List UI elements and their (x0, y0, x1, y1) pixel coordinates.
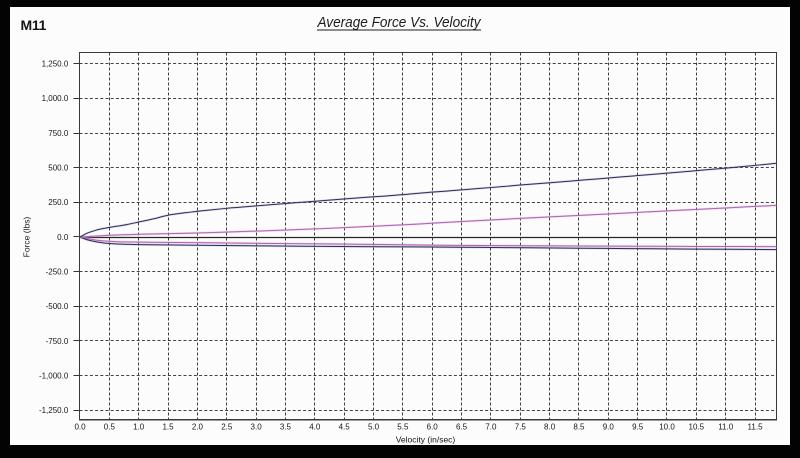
svg-text:9.5: 9.5 (632, 423, 644, 432)
svg-text:11.5: 11.5 (748, 423, 764, 432)
svg-text:0.0: 0.0 (74, 423, 86, 432)
svg-text:6.5: 6.5 (456, 423, 468, 432)
svg-text:4.5: 4.5 (339, 423, 351, 432)
svg-text:Force (lbs): Force (lbs) (22, 217, 32, 258)
svg-text:1,250.0: 1,250.0 (42, 60, 69, 69)
svg-text:250.0: 250.0 (48, 198, 69, 207)
svg-text:500.0: 500.0 (48, 164, 69, 173)
svg-text:10.5: 10.5 (689, 423, 705, 432)
svg-text:10.0: 10.0 (659, 423, 675, 432)
svg-text:7.5: 7.5 (515, 423, 527, 432)
svg-text:M11: M11 (21, 17, 47, 33)
svg-text:-1,250.0: -1,250.0 (39, 406, 69, 415)
svg-text:1.0: 1.0 (133, 423, 145, 432)
svg-text:1.5: 1.5 (162, 423, 174, 432)
svg-text:9.0: 9.0 (603, 423, 615, 432)
svg-text:8.5: 8.5 (573, 423, 585, 432)
svg-text:3.0: 3.0 (251, 423, 263, 432)
svg-text:1,000.0: 1,000.0 (42, 94, 69, 103)
svg-text:750.0: 750.0 (48, 129, 69, 138)
svg-text:3.5: 3.5 (280, 423, 292, 432)
svg-text:-750.0: -750.0 (46, 337, 69, 346)
svg-text:Average Force Vs. Velocity: Average Force Vs. Velocity (317, 14, 482, 31)
svg-text:2.5: 2.5 (221, 423, 233, 432)
svg-text:5.5: 5.5 (397, 423, 409, 432)
svg-text:0.5: 0.5 (104, 423, 116, 432)
svg-text:11.0: 11.0 (718, 423, 734, 432)
svg-text:7.0: 7.0 (485, 423, 497, 432)
svg-text:8.0: 8.0 (544, 423, 556, 432)
svg-text:Velocity (in/sec): Velocity (in/sec) (396, 435, 456, 445)
svg-text:4.0: 4.0 (309, 423, 321, 432)
svg-text:-1,000.0: -1,000.0 (39, 371, 69, 380)
svg-text:-500.0: -500.0 (46, 302, 69, 311)
svg-text:6.0: 6.0 (427, 423, 439, 432)
svg-text:0.0: 0.0 (57, 233, 69, 242)
svg-text:2.0: 2.0 (192, 423, 204, 432)
svg-text:-250.0: -250.0 (46, 268, 69, 277)
svg-text:5.0: 5.0 (368, 423, 380, 432)
